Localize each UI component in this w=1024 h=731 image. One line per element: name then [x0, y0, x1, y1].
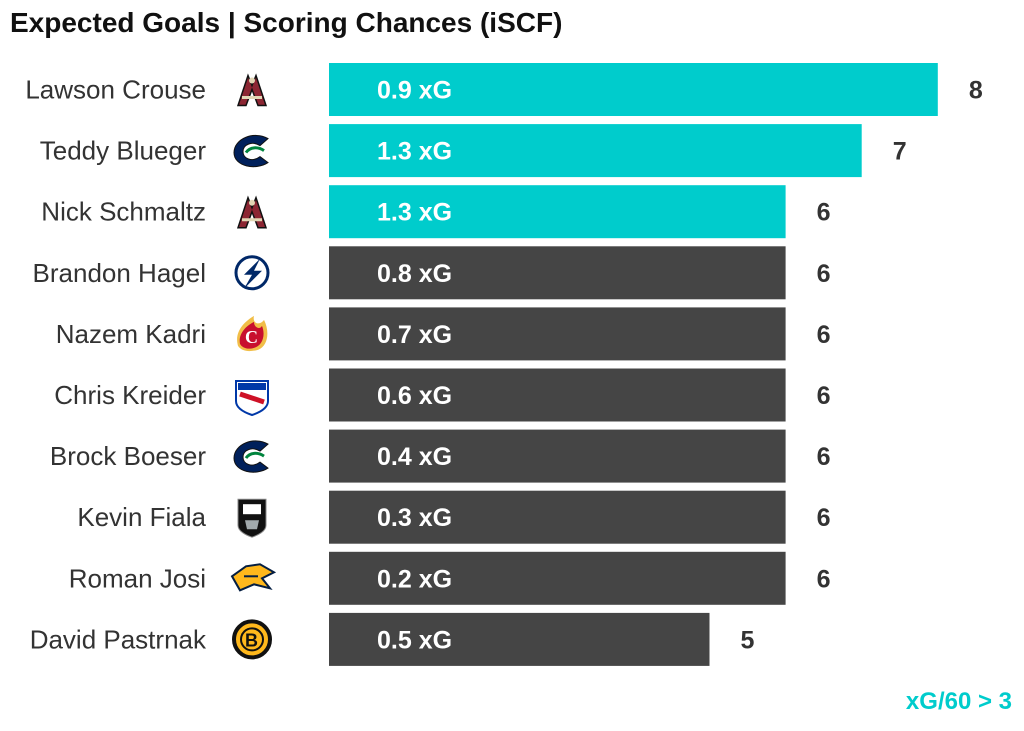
iscf-value-label: 6 — [817, 199, 831, 227]
iscf-value-label: 6 — [817, 321, 831, 349]
canucks-logo-icon — [233, 440, 269, 473]
coyotes-logo-icon — [236, 73, 268, 107]
iscf-value-label: 5 — [741, 626, 755, 654]
xg-label: 0.7 xG — [377, 321, 452, 349]
bar — [329, 307, 786, 361]
bar — [329, 246, 786, 300]
canucks-logo-icon — [233, 134, 269, 168]
player-name: Teddy Blueger — [40, 136, 207, 166]
iscf-value-label: 6 — [817, 382, 831, 410]
player-name: Brandon Hagel — [33, 258, 206, 288]
bar — [329, 368, 786, 422]
bar — [329, 429, 786, 483]
iscf-value-label: 7 — [893, 138, 907, 166]
lightning-logo-icon — [234, 255, 270, 291]
player-name: Nick Schmaltz — [41, 197, 206, 227]
bruins-logo-icon: B — [232, 619, 272, 660]
xg-label: 0.9 xG — [377, 77, 452, 105]
iscf-value-label: 6 — [817, 260, 831, 288]
predators-logo-icon — [230, 563, 277, 592]
xg-label: 0.6 xG — [377, 382, 452, 410]
player-name: David Pastrnak — [30, 624, 207, 654]
xg-label: 0.3 xG — [377, 504, 452, 532]
player-name: Chris Kreider — [54, 380, 206, 410]
bar — [329, 612, 710, 666]
iscf-value-label: 6 — [817, 443, 831, 471]
highlight-footnote: xG/60 > 3 — [905, 688, 1012, 715]
iscf-value-label: 6 — [817, 504, 831, 532]
iscf-value-label: 6 — [817, 565, 831, 593]
bar — [329, 63, 938, 116]
xg-label: 0.2 xG — [377, 565, 452, 593]
rangers-logo-icon — [235, 380, 269, 417]
coyotes-logo-icon — [236, 195, 268, 229]
xg-label: 1.3 xG — [377, 138, 452, 166]
iscf-value-label: 8 — [969, 77, 983, 105]
chart-title: Expected Goals | Scoring Chances (iSCF) — [10, 7, 563, 38]
svg-text:B: B — [245, 630, 258, 650]
player-name: Kevin Fiala — [77, 502, 206, 532]
player-name: Brock Boeser — [50, 441, 206, 471]
xg-label: 0.4 xG — [377, 443, 452, 471]
flames-logo-icon: C — [237, 315, 268, 352]
xg-label: 0.5 xG — [377, 626, 452, 654]
xg-label: 0.8 xG — [377, 260, 452, 288]
player-name: Roman Josi — [69, 563, 206, 593]
kings-logo-icon — [237, 498, 267, 538]
bar — [329, 185, 786, 239]
player-name: Lawson Crouse — [25, 75, 206, 105]
xg-label: 1.3 xG — [377, 199, 452, 227]
svg-text:C: C — [245, 327, 258, 347]
bar — [329, 490, 786, 544]
bar — [329, 124, 862, 178]
bar — [329, 551, 786, 605]
player-name: Nazem Kadri — [56, 319, 206, 349]
